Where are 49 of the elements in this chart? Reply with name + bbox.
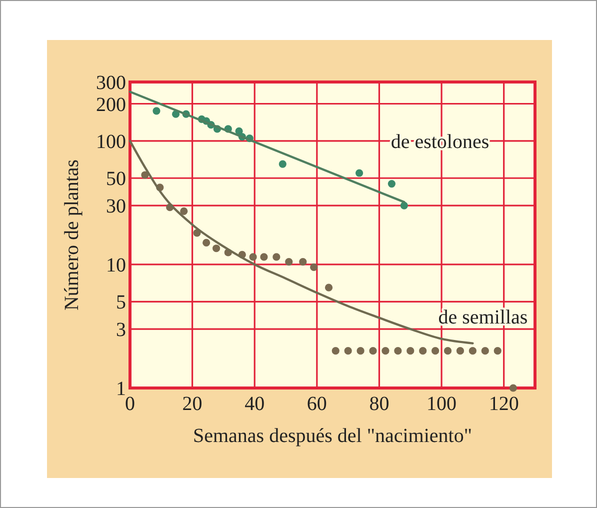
point (355, 169, 364, 177)
x-tick-label: 40 (244, 393, 265, 415)
point (212, 244, 220, 252)
point (310, 263, 318, 272)
point (180, 207, 188, 215)
point (202, 238, 210, 247)
y-tick-label: 50 (106, 168, 126, 190)
point (260, 253, 268, 261)
point (278, 160, 286, 168)
point (285, 258, 293, 266)
y-tick-label: 200 (96, 94, 126, 116)
y-tick-label: 300 (96, 72, 126, 94)
x-tick-label: 80 (369, 393, 390, 415)
x-tick-label: 0 (125, 393, 135, 415)
point (141, 171, 149, 179)
point (432, 347, 440, 355)
point (456, 347, 464, 355)
point (394, 347, 402, 355)
y-tick-label: 1 (116, 378, 126, 400)
point (509, 384, 517, 392)
point (400, 202, 408, 210)
y-tick-label: 3 (116, 319, 126, 342)
point (468, 347, 476, 355)
point (382, 347, 390, 355)
x-tick-label: 100 (426, 393, 457, 415)
point (152, 107, 160, 115)
point (369, 347, 377, 355)
point (481, 347, 489, 355)
x-axis-title: Semanas después del "nacimiento" (192, 425, 472, 447)
point (356, 347, 364, 355)
point (299, 258, 307, 266)
point (494, 347, 502, 355)
x-tick-label: 20 (182, 393, 202, 415)
y-tick-label: 100 (96, 130, 126, 153)
point (444, 347, 452, 355)
point (324, 284, 333, 292)
point (249, 253, 257, 261)
y-tick-label: 10 (106, 254, 126, 276)
x-tick-label: 120 (488, 393, 519, 415)
x-tick-label: 60 (306, 393, 327, 415)
y-axis-title: Número de plantas (61, 159, 83, 311)
y-tick-label: 5 (116, 292, 126, 314)
point (344, 347, 352, 355)
point (419, 347, 427, 355)
point (406, 347, 414, 355)
y-tick-label: 30 (106, 196, 126, 218)
point (272, 253, 280, 261)
point (332, 347, 340, 355)
point (388, 180, 396, 188)
